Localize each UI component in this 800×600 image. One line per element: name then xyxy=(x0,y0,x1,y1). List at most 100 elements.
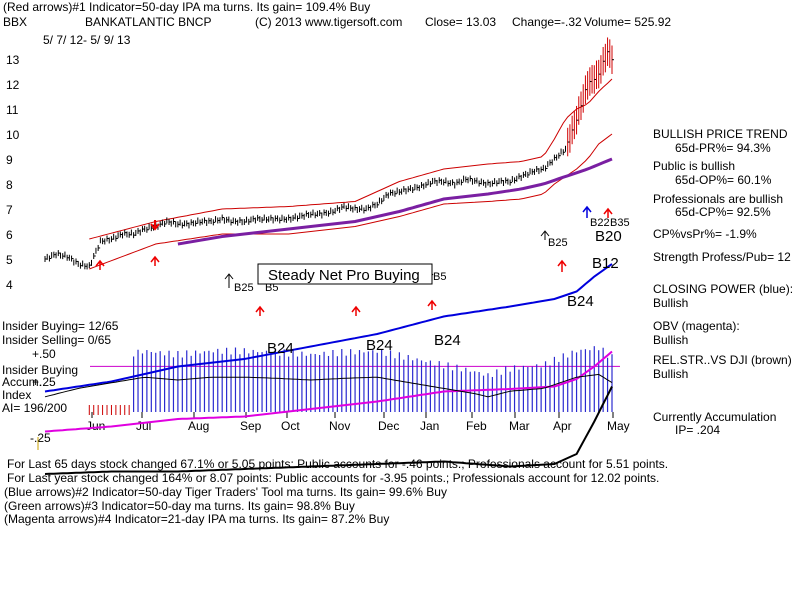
b25-label-low: B25 xyxy=(234,282,254,294)
relstr-title: REL.STR..VS DJI (brown) xyxy=(653,353,792,367)
lower-band-line xyxy=(89,133,613,270)
month-label: Nov xyxy=(329,419,350,433)
b35-label: B35 xyxy=(610,217,630,229)
chart-header: (Red arrows)#1 Indicator=50-day IPA ma t… xyxy=(3,0,671,47)
b24-label-4: B24 xyxy=(567,293,594,310)
ip-value: IP= .204 xyxy=(675,423,720,437)
black-buy-arrow-2 xyxy=(224,273,234,288)
accumulation-labels: Insider Buying= 12/65 Insider Selling= 0… xyxy=(2,319,119,445)
red-buy-arrow-6 xyxy=(557,259,567,272)
price-tick-label: 6 xyxy=(6,228,13,242)
obv-title: OBV (magenta): xyxy=(653,319,740,333)
callout-text: Steady Net Pro Buying xyxy=(268,267,420,284)
pros-bullish: Professionals are bullish xyxy=(653,192,783,206)
red-buy-arrow-7 xyxy=(603,207,613,218)
red-buy-arrow-3 xyxy=(255,305,265,316)
pr-value: 65d-PR%= 94.3% xyxy=(675,141,771,155)
b12-label: B12 xyxy=(592,255,619,272)
upper-band-line xyxy=(89,78,613,240)
month-label: Dec xyxy=(378,419,399,433)
trend-title: BULLISH PRICE TREND xyxy=(653,127,788,141)
close-price: Close= 13.03 xyxy=(425,15,496,29)
insider-selling-count: Insider Selling= 0/65 xyxy=(2,333,111,347)
signal-summary-panel: BULLISH PRICE TREND 65d-PR%= 94.3% Publi… xyxy=(653,127,793,437)
accum-title: Currently Accumulation xyxy=(653,410,776,424)
insider-buying-label: Insider Buying xyxy=(2,363,78,377)
b24-label-2: B24 xyxy=(366,337,393,354)
insider-buying-count: Insider Buying= 12/65 xyxy=(2,319,119,333)
ticker-symbol: BBX xyxy=(3,15,27,29)
callout-box xyxy=(257,263,433,285)
b25-label-main: B25 xyxy=(548,237,568,249)
change-value: Change=-.32 xyxy=(512,15,582,29)
footer-green-arrows: (Green arrows)#3 Indicator=50-day ma tur… xyxy=(4,499,355,513)
relstr-line xyxy=(44,386,613,475)
month-label: May xyxy=(607,419,630,433)
index-label: Index xyxy=(2,388,31,402)
closing-power-line xyxy=(44,263,613,393)
price-tick-label: 12 xyxy=(6,78,20,92)
month-label: Aug xyxy=(188,419,209,433)
b20-label: B20 xyxy=(595,228,622,245)
plus-50-label: +.50 xyxy=(32,347,56,361)
closing-power-title: CLOSING POWER (blue): xyxy=(653,282,793,296)
b24-label-3: B24 xyxy=(434,332,461,349)
price-axis: 4 5 6 7 8 9 10 11 12 13 xyxy=(6,53,20,292)
month-axis: Jun Jul Aug Sep Oct Nov Dec Jan Feb Mar Apr May xyxy=(86,412,630,433)
accum-label: Accum. xyxy=(2,375,42,389)
price-tick-label: 10 xyxy=(6,128,20,142)
b5-label-2: B5 xyxy=(433,271,446,283)
closing-power-status: Bullish xyxy=(653,296,688,310)
strength-ratio: Strength Profess/Pub= 12 xyxy=(653,250,791,264)
red-sell-arrow xyxy=(150,220,160,231)
month-label: Feb xyxy=(466,419,487,433)
accumulation-panel xyxy=(88,346,620,415)
op-value: 65d-OP%= 60.1% xyxy=(675,173,772,187)
accum-ma-line xyxy=(44,373,613,398)
ma-50-line xyxy=(177,157,613,246)
obv-line xyxy=(44,350,613,433)
month-label: Oct xyxy=(281,419,300,433)
red-buy-arrow-2 xyxy=(95,259,105,270)
signal-markers: B24 B24 B24 B24 B20 B12 B25 B25 B5 B5 B2… xyxy=(95,205,630,357)
red-buy-arrow-1 xyxy=(150,255,160,266)
indicator-1-text: (Red arrows)#1 Indicator=50-day IPA ma t… xyxy=(3,0,370,14)
chart-footer: For Last 65 days stock changed 67.1% or … xyxy=(4,457,668,526)
b5-label-1: B5 xyxy=(265,282,278,294)
footer-blue-arrows: (Blue arrows)#2 Indicator=50-day Tiger T… xyxy=(4,485,447,499)
cp-value: 65d-CP%= 92.5% xyxy=(675,205,771,219)
month-label: Apr xyxy=(553,419,572,433)
price-tick-label: 8 xyxy=(6,178,13,192)
month-label: Jul xyxy=(136,419,151,433)
price-tick-label: 4 xyxy=(6,278,13,292)
month-label: Sep xyxy=(240,419,262,433)
b22-label: B22 xyxy=(590,217,610,229)
relstr-status: Bullish xyxy=(653,367,688,381)
month-label: Jun xyxy=(86,419,105,433)
black-buy-arrow-1 xyxy=(540,230,550,240)
price-tick-label: 5 xyxy=(6,253,13,267)
public-bullish: Public is bullish xyxy=(653,159,735,173)
price-tick-label: 7 xyxy=(6,203,13,217)
price-tick-label: 9 xyxy=(6,153,13,167)
company-name: BANKATLANTIC BNCP xyxy=(85,15,211,29)
steady-pro-buying-callout: Steady Net Pro Buying xyxy=(257,263,433,285)
footer-year: For Last year stock changed 164% or 8.07… xyxy=(7,471,659,485)
red-buy-arrow-4 xyxy=(351,305,361,316)
footer-magenta-arrows: (Magenta arrows)#4 Indicator=21-day IPA … xyxy=(4,512,389,526)
copyright-text: (C) 2013 www.tigersoft.com xyxy=(255,15,402,29)
obv-status: Bullish xyxy=(653,333,688,347)
date-range: 5/ 7/ 12- 5/ 9/ 13 xyxy=(43,33,131,47)
ai-label: AI= 196/200 xyxy=(2,401,67,415)
minus-25-label: -.25 xyxy=(30,431,51,445)
volume-value: Volume= 525.92 xyxy=(584,15,671,29)
price-tick-label: 11 xyxy=(6,103,19,117)
red-buy-arrow-5 xyxy=(427,299,437,310)
cp-vs-pr: CP%vsPr%= -1.9% xyxy=(653,227,757,241)
plus-25-label: +.25 xyxy=(32,375,56,389)
month-label: Mar xyxy=(509,419,530,433)
chart-lines xyxy=(44,78,613,475)
b24-label-1: B24 xyxy=(267,340,294,357)
price-tick-label: 13 xyxy=(6,53,20,67)
